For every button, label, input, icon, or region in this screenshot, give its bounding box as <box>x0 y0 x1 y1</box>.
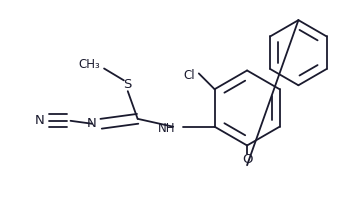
Text: NH: NH <box>158 122 175 135</box>
Text: Cl: Cl <box>183 69 195 83</box>
Text: O: O <box>242 153 252 166</box>
Text: N: N <box>86 117 96 130</box>
Text: N: N <box>35 114 45 127</box>
Text: CH₃: CH₃ <box>79 58 100 71</box>
Text: S: S <box>124 78 132 91</box>
